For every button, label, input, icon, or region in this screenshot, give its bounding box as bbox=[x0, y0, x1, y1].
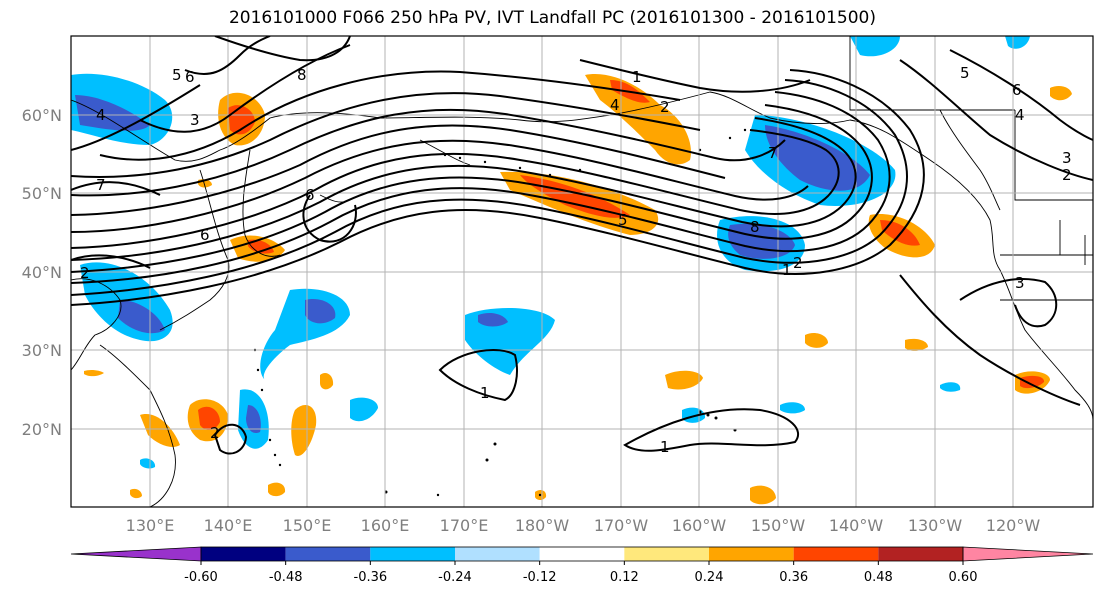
contour-label: 1 bbox=[660, 438, 670, 456]
lat-label: 60°N bbox=[22, 106, 62, 125]
colorbar-tick-label: -0.36 bbox=[354, 570, 388, 585]
colorbar-box bbox=[201, 547, 286, 561]
colorbar-tick-label: 0.60 bbox=[949, 570, 978, 585]
colorbar-box bbox=[709, 547, 794, 561]
map-title: 2016101000 F066 250 hPa PV, IVT Landfall… bbox=[228, 8, 876, 28]
contour-label: 6 bbox=[1012, 81, 1022, 99]
colorbar-tick-label: 0.24 bbox=[695, 570, 724, 585]
colorbar-ticks: -0.60 -0.48 -0.36 -0.24 -0.12 0.12 0.24 0.36 0.4… bbox=[184, 561, 977, 585]
contour-label: 2 bbox=[210, 424, 220, 442]
contour-label: 6 bbox=[185, 68, 195, 86]
contour-label: 5 bbox=[618, 211, 628, 229]
colorbar-tick-label: -0.60 bbox=[184, 570, 218, 585]
lat-label: 40°N bbox=[22, 263, 62, 282]
contour-label: 1 bbox=[632, 68, 642, 86]
lon-label: 160°W bbox=[672, 516, 727, 535]
contour-label: 3 bbox=[1015, 274, 1025, 292]
contour-label: 8 bbox=[750, 218, 760, 236]
contour-label: 2 bbox=[1062, 166, 1072, 184]
contour-label: 5 bbox=[172, 66, 182, 84]
contour-label: 1 bbox=[782, 261, 792, 279]
colorbar-extend-min bbox=[70, 546, 202, 562]
longitude-labels: 130°E 140°E 150°E 160°E 170°E 180°W 170°… bbox=[126, 516, 1041, 535]
colorbar-tick-label: -0.12 bbox=[523, 570, 557, 585]
lon-label: 130°E bbox=[126, 516, 175, 535]
lon-label: 150°W bbox=[751, 516, 806, 535]
colorbar-extend-max bbox=[962, 546, 1094, 562]
contour-label: 5 bbox=[960, 64, 970, 82]
graticule bbox=[71, 36, 1093, 507]
colorbar-tick-label: 0.12 bbox=[610, 570, 639, 585]
contour-label: 2 bbox=[80, 264, 90, 282]
colorbar-box bbox=[793, 547, 879, 561]
contour-label: 8 bbox=[297, 66, 307, 84]
colorbar-outline bbox=[200, 546, 964, 562]
colorbar-box bbox=[370, 547, 455, 561]
colorbar-tick-label: -0.24 bbox=[438, 570, 472, 585]
contour-label: 4 bbox=[96, 106, 106, 124]
colorbar-tick-label: 0.48 bbox=[864, 570, 893, 585]
colorbar-tick-label: 0.36 bbox=[779, 570, 808, 585]
contour-label: 6 bbox=[305, 186, 315, 204]
pv-contours bbox=[71, 36, 1093, 455]
lon-label: 160°E bbox=[361, 516, 410, 535]
lon-label: 150°E bbox=[283, 516, 332, 535]
lon-label: 140°W bbox=[829, 516, 884, 535]
contour-label: 7 bbox=[96, 176, 106, 194]
colorbar-box bbox=[624, 547, 709, 561]
contour-label-group: 5 6 8 4 3 1 4 2 5 6 4 7 5 8 2 1 3 6 3 2 … bbox=[80, 64, 1072, 456]
lat-label: 30°N bbox=[22, 341, 62, 360]
lon-label: 180°W bbox=[515, 516, 570, 535]
colorbar-box bbox=[539, 547, 625, 561]
lon-label: 170°E bbox=[440, 516, 489, 535]
contour-label: 3 bbox=[1062, 149, 1072, 167]
map-frame bbox=[70, 35, 1094, 508]
latitude-labels: 60°N 50°N 40°N 30°N 20°N bbox=[22, 106, 62, 439]
colorbar-segments bbox=[70, 546, 1094, 562]
lon-label: 170°W bbox=[594, 516, 649, 535]
contour-label: 6 bbox=[200, 226, 210, 244]
contour-label: 4 bbox=[1015, 106, 1025, 124]
contour-label: 3 bbox=[190, 111, 200, 129]
lon-label: 120°W bbox=[986, 516, 1041, 535]
lon-label: 140°E bbox=[204, 516, 253, 535]
colorbar-box bbox=[455, 547, 540, 561]
lon-label: 130°W bbox=[908, 516, 963, 535]
contour-label: 7 bbox=[768, 144, 778, 162]
lat-label: 20°N bbox=[22, 420, 62, 439]
lat-label: 50°N bbox=[22, 184, 62, 203]
contour-label: 2 bbox=[660, 98, 670, 116]
colorbar-box bbox=[878, 547, 963, 561]
colorbar: -0.60 -0.48 -0.36 -0.24 -0.12 0.12 0.24 0.36 0.4… bbox=[70, 546, 1094, 585]
colorbar-tick-label: -0.48 bbox=[269, 570, 303, 585]
contour-label: 4 bbox=[610, 96, 620, 114]
colorbar-box bbox=[285, 547, 371, 561]
contour-label: 2 bbox=[793, 254, 803, 272]
contour-label: 1 bbox=[480, 384, 490, 402]
